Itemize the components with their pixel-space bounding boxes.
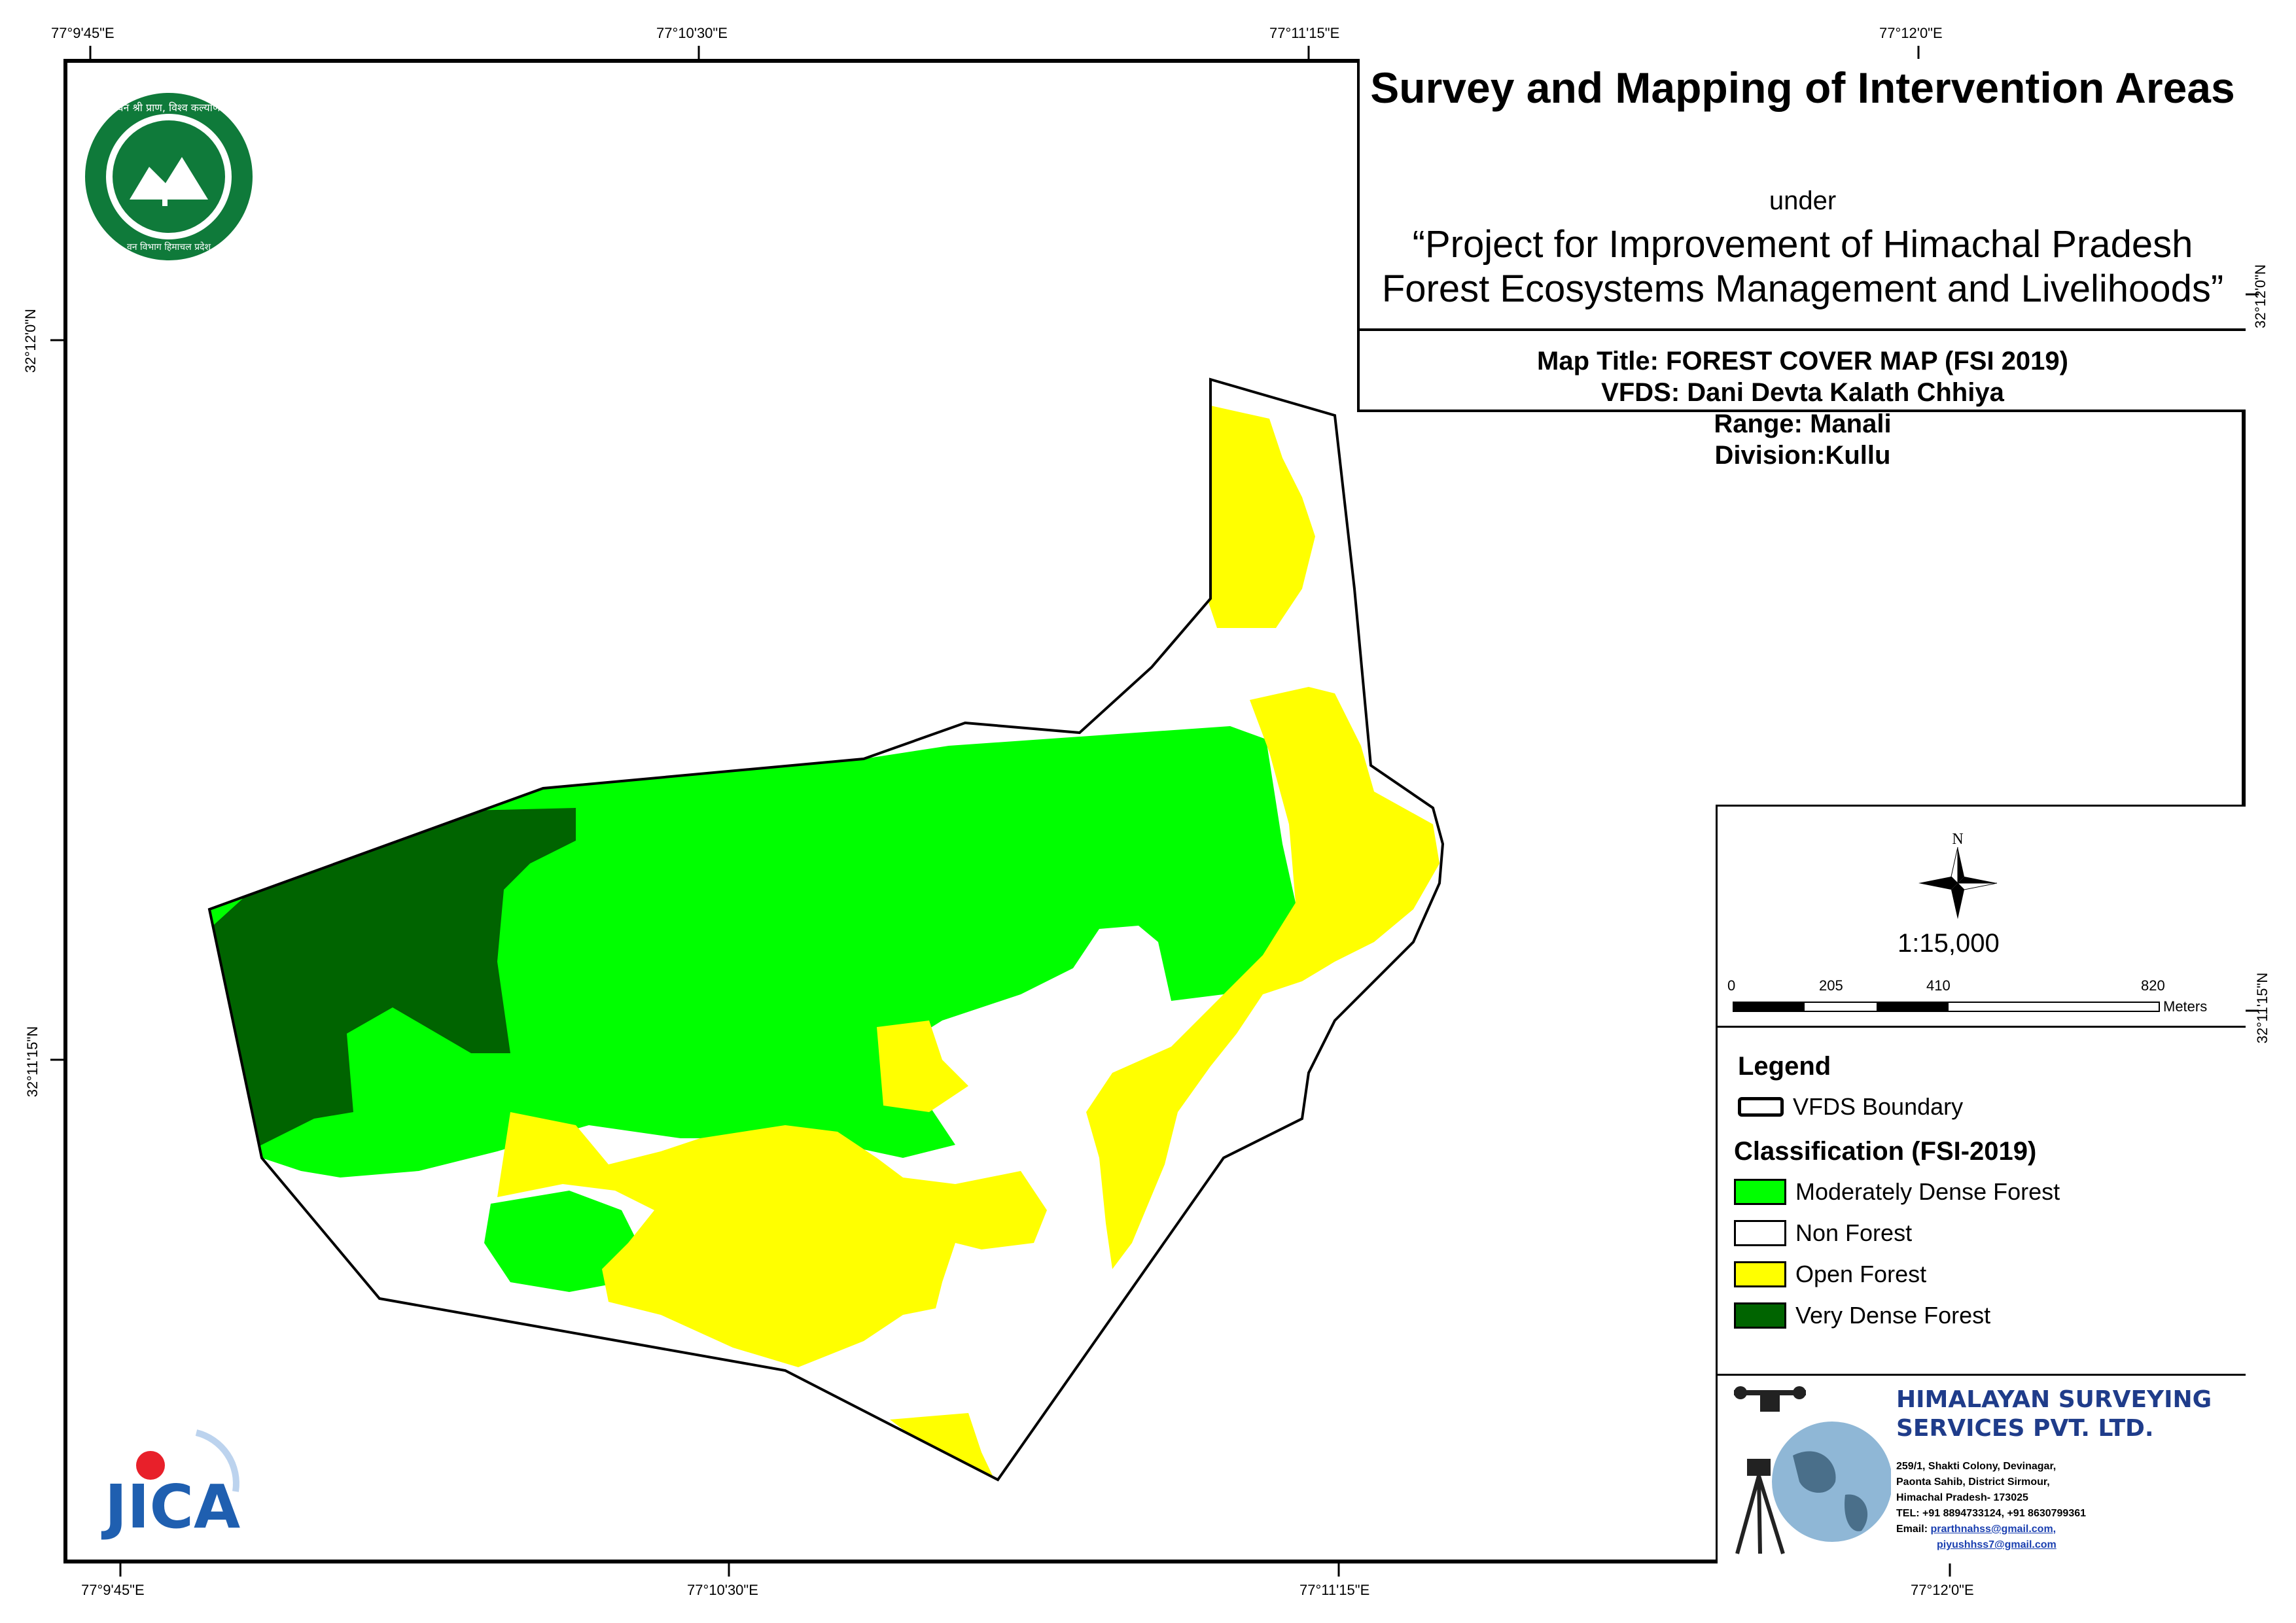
very-dense-forest-area (209, 808, 576, 1151)
boundary-label: VFDS Boundary (1793, 1093, 1964, 1120)
address-line3: Himachal Pradesh- 173025 (1896, 1492, 2028, 1503)
open-forest-swatch (1734, 1261, 1786, 1287)
scale-tick-0: 0 (1727, 977, 1736, 994)
legend-divider (1716, 1374, 2246, 1376)
project-title: “Project for Improvement of Himachal Pra… (1360, 222, 2246, 311)
very-dense-swatch (1734, 1302, 1786, 1329)
open-forest-area-south (497, 1112, 1047, 1367)
graticule-bottom-3: 77°11'15"E (1299, 1582, 1370, 1598)
email-link-2[interactable]: piyushhss7@gmail.com (1937, 1539, 2057, 1550)
jica-logo: JICA (101, 1429, 240, 1542)
open-forest-label: Open Forest (1795, 1261, 1927, 1287)
address-line1: 259/1, Shakti Colony, Devinagar, (1896, 1461, 2057, 1472)
graticule-top-3: 77°11'15"E (1269, 25, 1340, 41)
graticule-bottom-4: 77°12'0"E (1911, 1582, 1974, 1598)
legend-class-non-forest: Non Forest (1734, 1219, 1912, 1248)
legend-class-very-dense: Very Dense Forest (1734, 1301, 1990, 1330)
project-title-line2: Forest Ecosystems Management and Livelih… (1381, 268, 2224, 310)
scale-divider (1716, 1026, 2246, 1028)
open-forest-area-east (1086, 687, 1439, 1269)
range-name: Range: Manali (1714, 410, 1892, 438)
open-forest-area-mid (877, 1021, 968, 1112)
division-name: Division:Kullu (1714, 441, 1891, 470)
north-label: N (1952, 831, 1963, 848)
graticule-bottom-1: 77°9'45"E (81, 1582, 145, 1598)
open-forest-area-north (1197, 406, 1315, 628)
forest-department-logo: वन श्री प्राण, विश्व कल्याण वन विभाग हिम… (85, 93, 253, 260)
email-label: Email: (1896, 1524, 1931, 1535)
scale-tick-1: 205 (1819, 977, 1843, 994)
company-name: HIMALAYAN SURVEYING SERVICES PVT. LTD. (1896, 1386, 2212, 1443)
compass-rose-icon: N (1918, 831, 1998, 919)
graticule-bottom-2: 77°10'30"E (687, 1582, 758, 1598)
graticule-top-1: 77°9'45"E (51, 25, 115, 41)
company-name-line2: SERVICES PVT. LTD. (1896, 1415, 2154, 1442)
graticule-top-4: 77°12'0"E (1879, 25, 1943, 41)
email-link-1[interactable]: prarthnahss@gmail.com, (1930, 1524, 2057, 1535)
scale-tick-3: 820 (2141, 977, 2165, 994)
title-separator (1360, 328, 2246, 331)
moderately-dense-swatch (1734, 1179, 1786, 1205)
main-title: Survey and Mapping of Intervention Areas (1370, 63, 2235, 112)
scale-unit: Meters (2163, 998, 2208, 1015)
company-name-line1: HIMALAYAN SURVEYING (1896, 1386, 2212, 1413)
non-forest-swatch (1734, 1220, 1786, 1246)
forest-logo-text-bottom: वन विभाग हिमाचल प्रदेश (127, 241, 211, 253)
address-line2: Paonta Sahib, District Sirmour, (1896, 1476, 2050, 1488)
company-address: 259/1, Shakti Colony, Devinagar, Paonta … (1896, 1459, 2086, 1553)
boundary-swatch (1738, 1097, 1784, 1117)
legend-class-moderately-dense: Moderately Dense Forest (1734, 1178, 2060, 1206)
legend-boundary: VFDS Boundary (1734, 1092, 1963, 1121)
classification-title: Classification (FSI-2019) (1734, 1137, 2037, 1166)
scale-tick-2: 410 (1926, 977, 1951, 994)
company-phone: TEL: +91 8894733124, +91 8630799361 (1896, 1508, 2087, 1519)
company-email: Email: prarthnahss@gmail.com, (1896, 1522, 2086, 1537)
graticule-top-2: 77°10'30"E (656, 25, 728, 41)
map-title: Map Title: FOREST COVER MAP (FSI 2019) (1537, 347, 2068, 375)
title-block: Survey and Mapping of Intervention Areas… (1357, 59, 2246, 470)
title-under: under (1769, 186, 1837, 215)
moderately-dense-forest-patch (484, 1191, 641, 1292)
open-forest-area-tip (890, 1413, 995, 1480)
vfds-name: VFDS: Dani Devta Kalath Chhiya (1601, 378, 2004, 407)
vfds-boundary (207, 377, 1445, 1482)
map-info: Map Title: FOREST COVER MAP (FSI 2019) V… (1360, 345, 2246, 471)
legend-class-open-forest: Open Forest (1734, 1260, 1926, 1289)
scale-bar (1733, 1002, 2160, 1012)
jica-logo-text: JICA (101, 1472, 240, 1542)
company-email-2: piyushhss7@gmail.com (1896, 1537, 2086, 1553)
forest-logo-text-top: वन श्री प्राण, विश्व कल्याण (118, 101, 221, 114)
non-forest-label: Non Forest (1795, 1219, 1913, 1246)
legend-title: Legend (1738, 1052, 1831, 1081)
moderately-dense-label: Moderately Dense Forest (1795, 1178, 2060, 1205)
surveying-company-logo (1734, 1386, 1891, 1554)
project-title-line1: “Project for Improvement of Himachal Pra… (1412, 223, 2193, 266)
scale-ratio: 1:15,000 (1898, 929, 2000, 958)
very-dense-label: Very Dense Forest (1795, 1302, 1991, 1329)
